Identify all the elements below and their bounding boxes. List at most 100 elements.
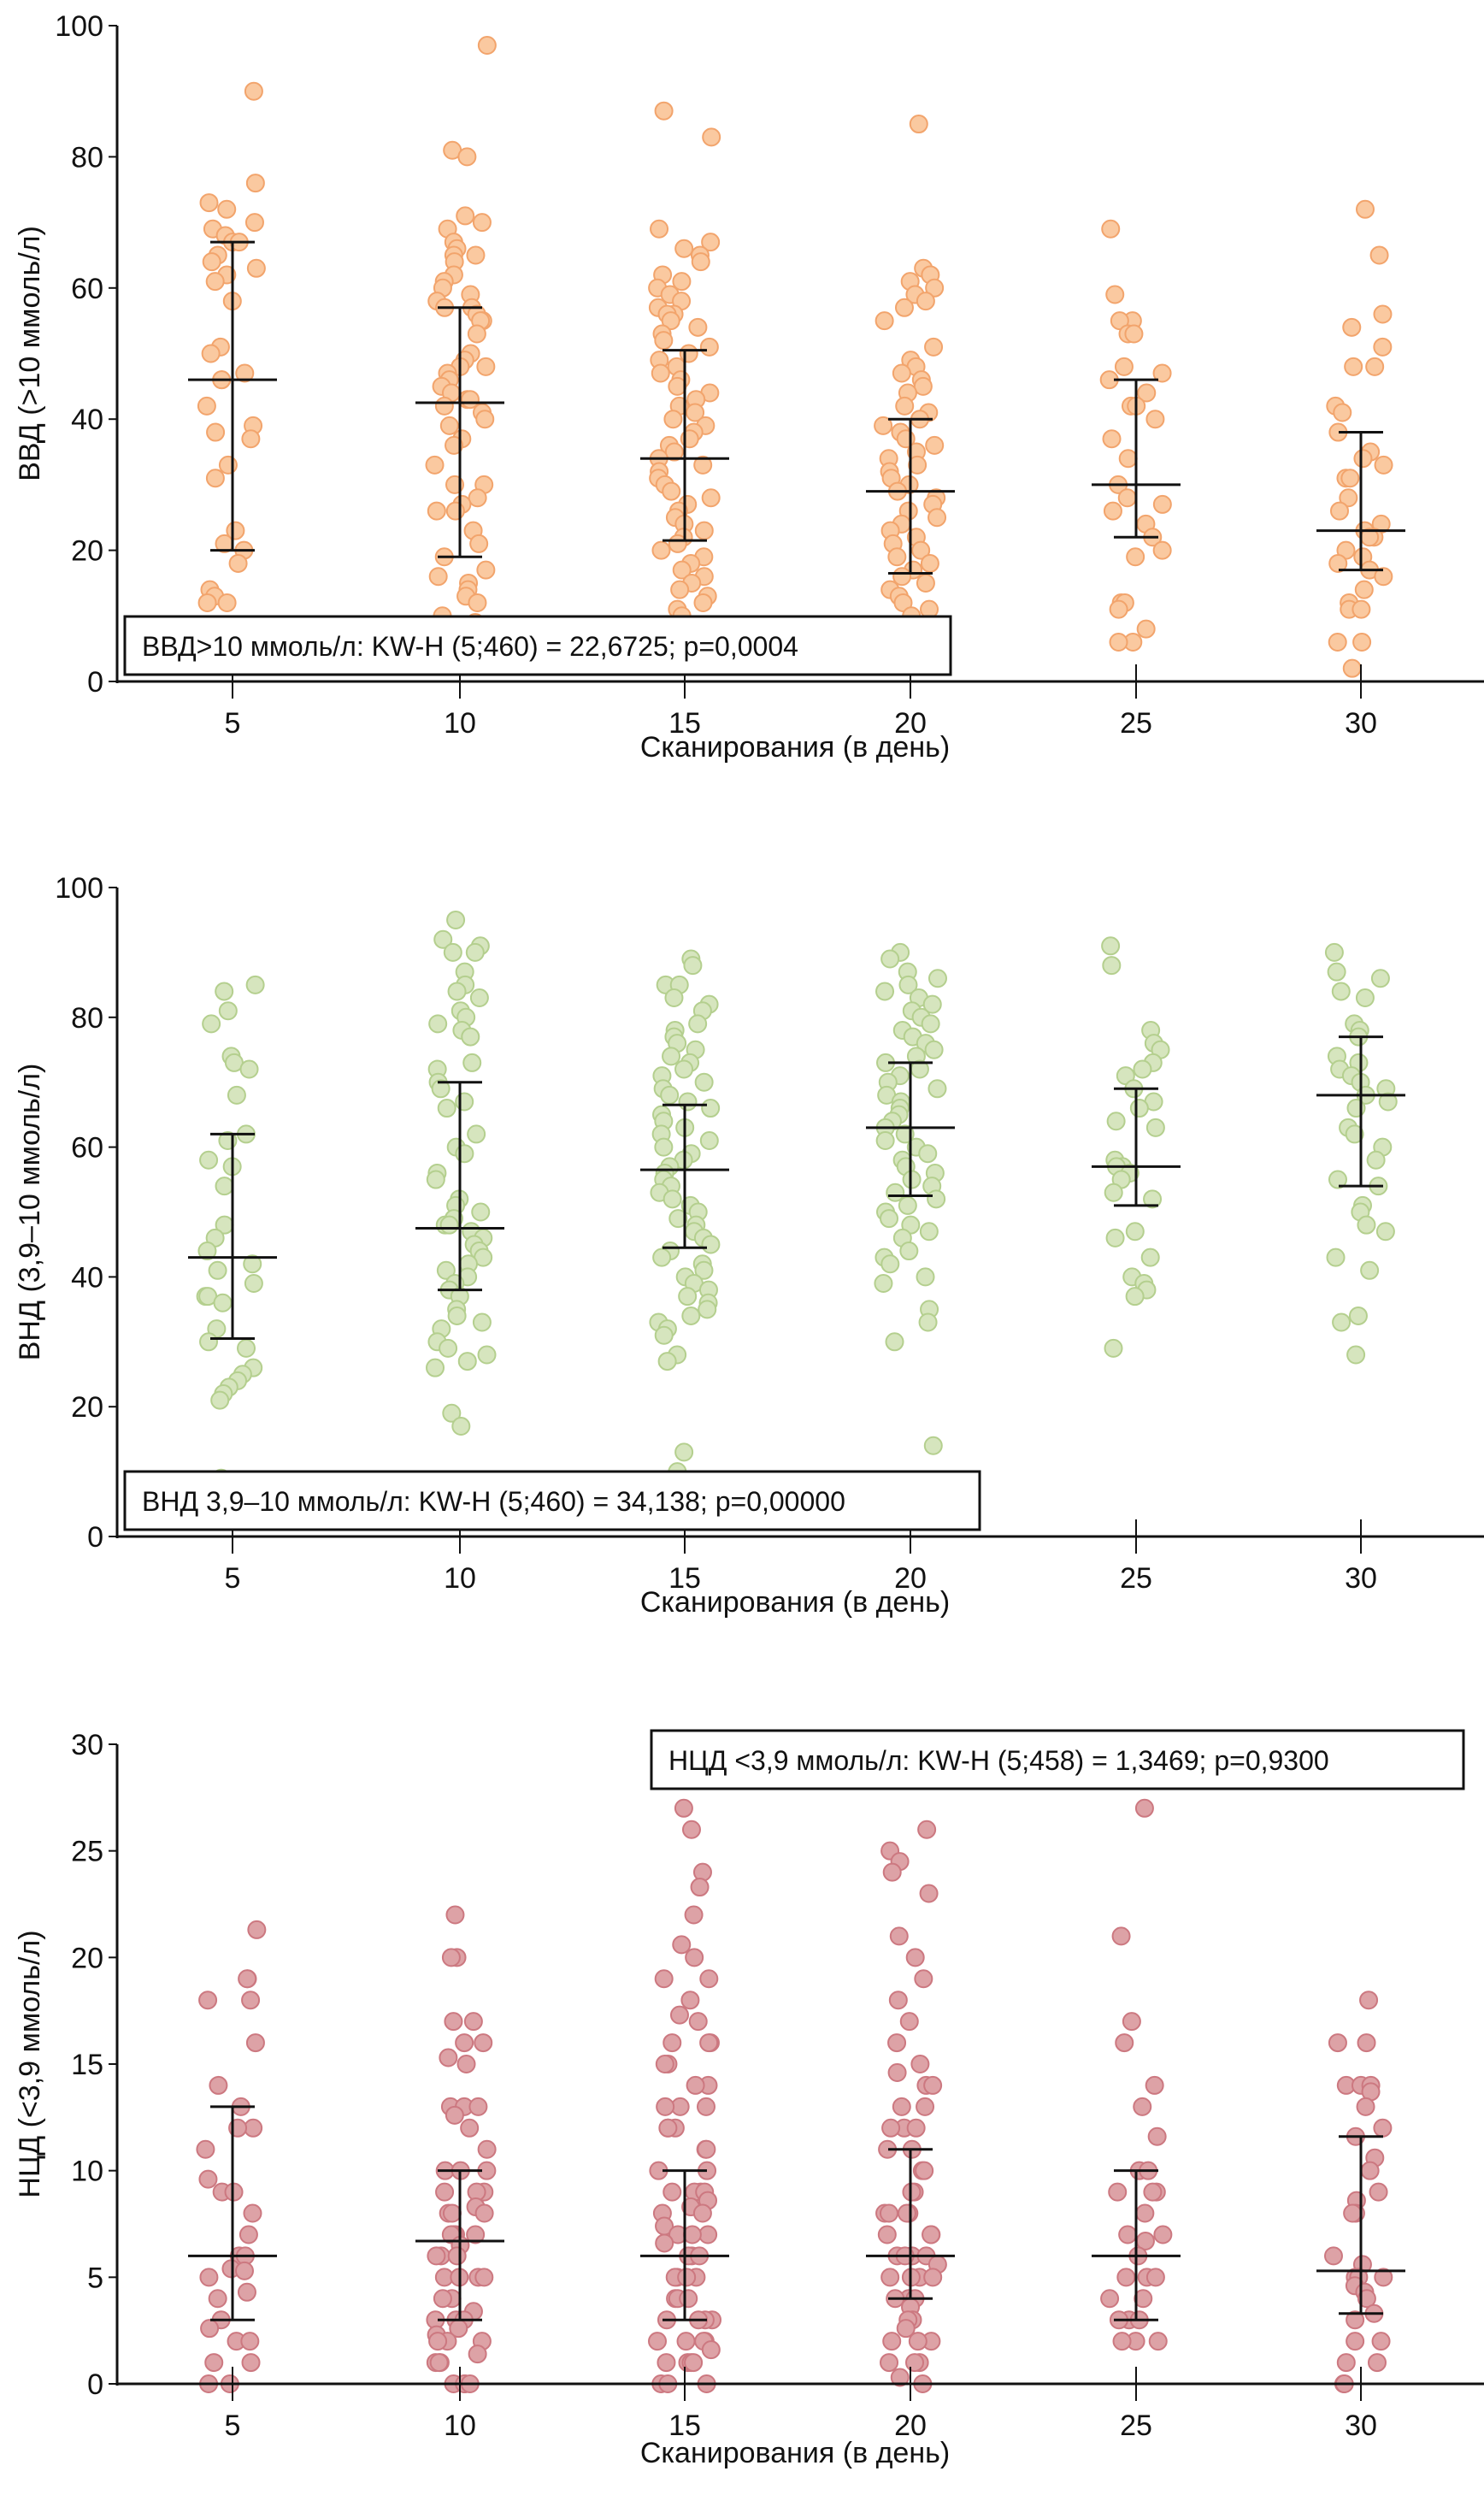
data-point xyxy=(1333,403,1352,422)
data-point xyxy=(1346,2310,1365,2330)
data-point xyxy=(889,1926,909,1946)
data-point xyxy=(694,1260,714,1280)
data-point xyxy=(245,174,265,193)
x-tick-label: 5 xyxy=(225,1562,241,1595)
annotation-text: ВНД 3,9–10 ммоль/л: KW-H (5;460) = 34,13… xyxy=(142,1486,845,1517)
data-point xyxy=(1109,599,1128,619)
median-iqr-marker xyxy=(640,2169,729,2321)
data-point xyxy=(472,213,492,233)
data-point xyxy=(688,2012,708,2032)
data-point xyxy=(1118,2225,1138,2244)
data-point xyxy=(699,1969,719,1989)
median-iqr-marker xyxy=(640,349,729,542)
data-point xyxy=(654,1137,674,1157)
data-point xyxy=(655,2233,674,2253)
data-point xyxy=(202,1014,221,1034)
median-iqr-marker xyxy=(866,1061,955,1198)
data-point xyxy=(682,2225,702,2244)
data-point xyxy=(1366,1150,1386,1170)
data-point xyxy=(247,1920,267,1939)
data-point xyxy=(210,1390,230,1410)
data-point xyxy=(1102,956,1122,976)
data-point xyxy=(239,1059,259,1079)
data-point xyxy=(669,2005,689,2025)
data-point xyxy=(1339,488,1358,508)
data-point xyxy=(905,1948,925,1967)
data-point xyxy=(1357,1215,1376,1235)
data-point xyxy=(702,127,721,147)
data-point xyxy=(466,2225,486,2244)
data-point xyxy=(898,1195,917,1215)
data-point xyxy=(245,2033,265,2053)
data-point xyxy=(1367,2353,1387,2373)
data-point xyxy=(677,2268,697,2287)
data-point xyxy=(1104,1338,1123,1358)
data-point xyxy=(672,272,692,292)
y-axis-title: НЦД (<3,9 ммоль/л) xyxy=(14,1930,46,2197)
data-point xyxy=(1344,357,1363,376)
data-point xyxy=(431,1079,450,1099)
data-point xyxy=(234,2261,254,2280)
data-point xyxy=(1371,2332,1391,2351)
data-point xyxy=(197,593,217,612)
data-point xyxy=(896,2319,916,2339)
kruskal-wallis-annotation: НЦД <3,9 ммоль/л: KW-H (5;458) = 1,3469;… xyxy=(650,1729,1465,1790)
data-point xyxy=(199,1150,219,1170)
x-tick-label: 30 xyxy=(1345,2409,1377,2442)
x-tick-label: 15 xyxy=(668,1562,701,1595)
data-points xyxy=(196,1798,1393,2393)
data-point xyxy=(456,2055,476,2073)
data-point xyxy=(1115,2033,1134,2053)
data-point xyxy=(885,1332,904,1352)
data-point xyxy=(916,292,935,311)
data-point xyxy=(199,2268,219,2287)
x-tick-label: 15 xyxy=(668,2409,701,2442)
data-point xyxy=(650,219,669,239)
data-point xyxy=(880,2353,899,2373)
data-point xyxy=(1109,632,1128,652)
median-iqr-marker xyxy=(866,417,955,575)
data-point xyxy=(428,1014,448,1034)
data-point xyxy=(435,2182,455,2202)
y-tick-label: 100 xyxy=(55,872,103,905)
data-point xyxy=(910,2055,930,2073)
data-point xyxy=(460,2118,480,2138)
median-iqr-marker xyxy=(415,2169,504,2321)
data-point xyxy=(1369,2182,1388,2202)
data-point xyxy=(199,1332,219,1352)
data-point xyxy=(469,534,489,553)
data-point xyxy=(906,2118,926,2138)
chart-panel-hypoglycemia: НЦД (<3,9 ммоль/л) 0 5 10 15 20 25 30 5 10 15 20 25 3… xyxy=(0,1676,1484,2495)
data-point xyxy=(244,2118,263,2138)
data-point xyxy=(426,1170,445,1189)
data-point xyxy=(888,1991,908,2010)
data-point xyxy=(442,1403,462,1423)
data-point xyxy=(693,455,713,475)
data-point xyxy=(476,357,496,376)
data-point xyxy=(474,2203,494,2223)
data-point xyxy=(662,2182,682,2202)
x-tick-label: 5 xyxy=(225,707,241,740)
data-point xyxy=(213,1293,233,1312)
x-tick-label: 30 xyxy=(1345,1562,1377,1595)
data-point xyxy=(1342,658,1362,678)
data-point xyxy=(1365,357,1385,376)
data-point xyxy=(670,580,690,599)
data-point xyxy=(428,567,448,587)
data-point xyxy=(429,2353,449,2373)
data-point xyxy=(880,1254,900,1274)
data-point xyxy=(1357,2289,1376,2309)
data-point xyxy=(434,396,454,416)
data-point xyxy=(683,956,703,976)
data-point xyxy=(1331,982,1351,1001)
data-point xyxy=(246,258,266,278)
data-point xyxy=(902,1170,922,1189)
data-point xyxy=(1152,494,1172,514)
data-point xyxy=(1340,469,1360,488)
data-point xyxy=(685,1948,704,1967)
data-point xyxy=(648,2332,668,2351)
data-point xyxy=(1328,2033,1347,2053)
data-point xyxy=(924,337,944,357)
y-axis-title: ВНД (3,9–10 ммоль/л) xyxy=(14,1064,46,1361)
data-point xyxy=(243,1254,262,1274)
